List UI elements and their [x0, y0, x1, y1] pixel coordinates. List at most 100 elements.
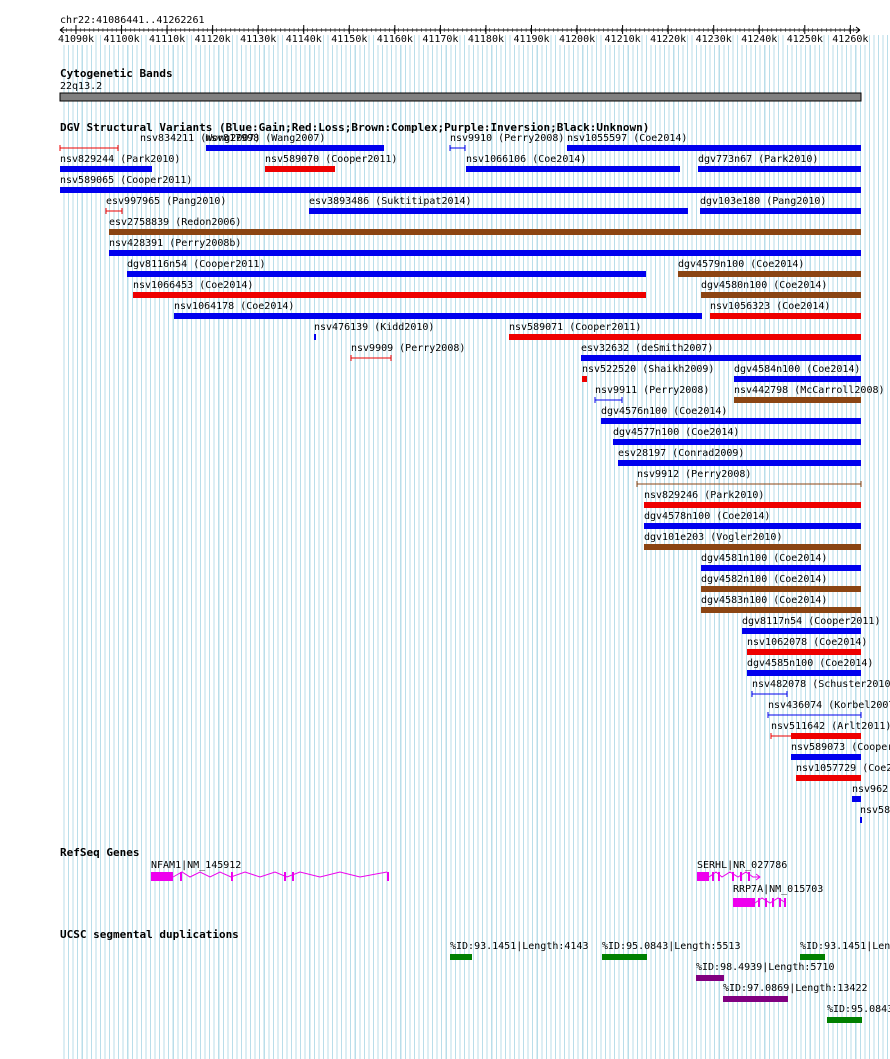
gene-label: SERHL|NR_027786	[697, 860, 788, 871]
segdup-track	[450, 954, 862, 1023]
refseq-track	[151, 871, 787, 907]
sv-label: dgv4581n100 (Coe2014)	[701, 553, 828, 564]
sv-bar	[109, 250, 861, 256]
sv-bar	[710, 313, 861, 319]
gene-exon	[784, 898, 786, 907]
segdup-bar	[602, 954, 647, 960]
sv-bar	[644, 502, 861, 508]
sv-bar	[613, 439, 861, 445]
dgv-title: DGV Structural Variants (Blue:Gain;Red:L…	[60, 121, 650, 134]
ruler-tick-label: 41110k	[149, 34, 186, 45]
ruler-tick-label: 41140k	[285, 34, 322, 45]
segdup-title: UCSC segmental duplications	[60, 928, 239, 941]
sv-bar	[791, 754, 861, 760]
sv-bar	[60, 187, 861, 193]
sv-bar	[700, 208, 861, 214]
sv-label: nsv589065 (Cooper2011)	[60, 175, 193, 186]
sv-bar	[742, 628, 861, 634]
sv-label: dgv773n67 (Park2010)	[698, 154, 819, 165]
gene-exon	[758, 898, 760, 907]
sv-label: esv2758839 (Redon2006)	[109, 217, 242, 228]
refseq-title: RefSeq Genes	[60, 846, 140, 859]
cytoband-ideogram	[59, 92, 862, 102]
sv-bar	[567, 145, 861, 151]
cytoband-name: 22q13.2	[60, 81, 103, 92]
ruler-tick-label: 41120k	[194, 34, 231, 45]
sv-label: nsv829246 (Park2010)	[644, 490, 765, 501]
ruler-tick-label: 41160k	[376, 34, 413, 45]
ruler-tick-label: 41170k	[422, 34, 459, 45]
sv-label: dgv4584n100 (Coe2014)	[734, 364, 861, 375]
sv-label: nsv9912 (Perry2008)	[637, 469, 752, 480]
sv-bar	[60, 166, 152, 172]
sv-label: nsv9911 (Perry2008)	[595, 385, 710, 396]
sv-label: nsv442798 (McCarroll2008)	[734, 385, 885, 396]
sv-bar	[678, 271, 861, 277]
sv-label: dgv103e180 (Pang2010)	[700, 196, 827, 207]
sv-bar	[852, 796, 861, 802]
sv-label: dgv4578n100 (Coe2014)	[644, 511, 771, 522]
ruler-tick-label: 41250k	[786, 34, 823, 45]
sv-label: nsv9909 (Perry2008)	[351, 343, 466, 354]
gene-strand-arrow	[755, 873, 761, 881]
sv-label: dgv4585n100 (Coe2014)	[747, 658, 874, 669]
gene-exon	[180, 872, 182, 881]
gene-exon	[772, 898, 774, 907]
gene-exon	[733, 898, 755, 907]
gene-exon	[292, 872, 294, 881]
sv-label: dgv4582n100 (Coe2014)	[701, 574, 828, 585]
segdup-label: %ID:95.0843	[827, 1004, 890, 1015]
sv-label: esv997965 (Pang2010)	[106, 196, 227, 207]
sv-bar	[644, 544, 861, 550]
gene-exon	[718, 872, 720, 881]
gene-label: RRP7A|NM_015703	[733, 884, 824, 895]
gene-exon	[231, 872, 233, 881]
sv-bar	[582, 376, 587, 382]
ruler-tick-label: 41090k	[57, 34, 95, 45]
region-label: chr22:41086441..41262261	[60, 15, 205, 26]
sv-label: esv3893486 (Suktitipat2014)	[309, 196, 472, 207]
sv-bar	[618, 460, 861, 466]
sv-label: nsv1057729 (Coe2	[796, 763, 890, 774]
sv-label: nsv589070 (Cooper2011)	[265, 154, 398, 165]
gene-intron	[708, 871, 760, 878]
ruler-tick-label: 41220k	[650, 34, 687, 45]
sv-label: dgv4577n100 (Coe2014)	[613, 427, 740, 438]
sv-label: nsv482078 (Schuster2010	[752, 679, 890, 690]
sv-bar	[701, 607, 861, 613]
sv-bar	[747, 670, 861, 676]
gene-exon	[697, 872, 709, 881]
sv-bar	[701, 292, 861, 298]
dgv-track	[59, 145, 862, 823]
ruler-tick-label: 41130k	[240, 34, 277, 45]
sv-bar	[601, 418, 861, 424]
sv-label: dgv4580n100 (Coe2014)	[701, 280, 828, 291]
sv-label: nsv522520 (Shaikh2009)	[582, 364, 715, 375]
sv-label: nsv589073 (Cooper	[791, 742, 890, 753]
segdup-label: %ID:95.0843|Length:5513	[602, 941, 741, 952]
sv-label: esv28197 (Conrad2009)	[618, 448, 745, 459]
segdup-bar	[827, 1017, 862, 1023]
sv-label: nsv829244 (Park2010)	[60, 154, 181, 165]
sv-bar	[309, 208, 688, 214]
sv-label: nsv1066106 (Coe2014)	[466, 154, 587, 165]
segdup-label: %ID:97.0869|Length:13422	[723, 983, 868, 994]
sv-bar	[791, 733, 861, 739]
sv-label: dgv8116n54 (Cooper2011)	[127, 259, 266, 270]
sv-bar	[509, 334, 861, 340]
sv-bar	[466, 166, 680, 172]
sv-label: nsv58	[860, 805, 890, 816]
ruler-axis	[59, 25, 861, 35]
gene-exon	[151, 872, 173, 881]
sv-label: nsv962	[852, 784, 889, 795]
sv-bar	[701, 565, 861, 571]
sv-label: nsv436074 (Korbel2007	[768, 700, 890, 711]
gene-exon	[732, 872, 734, 881]
sv-bar	[265, 166, 335, 172]
sv-label: nsv817998 (Wang2007)	[205, 133, 326, 144]
sv-bar	[860, 817, 862, 823]
ruler-tick-label: 41100k	[103, 34, 140, 45]
sv-bar	[734, 376, 861, 382]
ruler-tick-label: 41240k	[741, 34, 778, 45]
